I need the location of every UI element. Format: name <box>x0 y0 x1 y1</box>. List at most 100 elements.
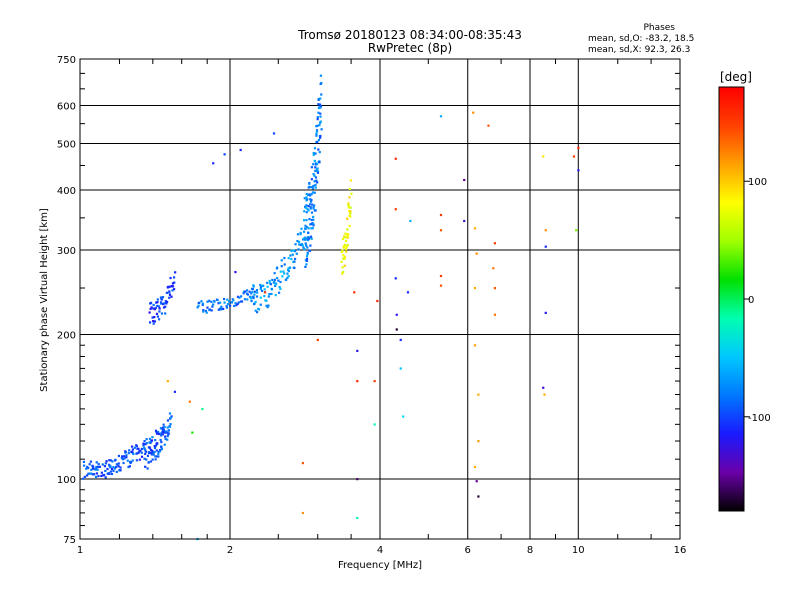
echo-point <box>265 304 268 307</box>
echo-point <box>289 254 292 257</box>
echo-point <box>278 286 281 289</box>
echo-point <box>129 461 132 465</box>
echo-point <box>126 459 129 462</box>
echo-point <box>164 437 167 441</box>
echo-point <box>316 116 319 119</box>
x-tick-label: 6 <box>465 545 471 556</box>
echo-point <box>295 252 298 255</box>
echo-point <box>344 232 347 235</box>
echo-point <box>208 308 211 311</box>
echo-point <box>308 237 311 240</box>
echo-point <box>174 271 177 274</box>
echo-point <box>313 180 316 183</box>
echo-point <box>544 245 547 248</box>
echo-point <box>140 455 144 458</box>
echo-point <box>308 249 312 252</box>
echo-point <box>348 187 351 191</box>
echo-point <box>109 470 112 473</box>
point-layer <box>81 74 580 541</box>
echo-point <box>103 465 107 468</box>
echo-point <box>92 467 95 470</box>
echo-point <box>257 307 260 311</box>
echo-point <box>308 182 311 185</box>
echo-point <box>305 192 308 196</box>
echo-point <box>202 310 205 313</box>
echo-point <box>376 299 379 303</box>
echo-point <box>217 308 220 311</box>
echo-point <box>278 291 281 294</box>
echo-point <box>153 315 156 319</box>
echo-point <box>279 270 282 273</box>
echo-point <box>317 148 320 151</box>
echo-point <box>114 458 117 461</box>
echo-point <box>112 465 115 469</box>
echo-point <box>149 460 153 463</box>
echo-point <box>477 495 480 498</box>
echo-point <box>143 439 146 443</box>
echo-point <box>305 263 308 266</box>
echo-point <box>304 242 307 245</box>
echo-point <box>284 278 287 281</box>
echo-point <box>142 442 145 445</box>
echo-point <box>202 309 205 312</box>
y-tick-label: 300 <box>57 246 76 257</box>
echo-point <box>487 124 490 127</box>
echo-point <box>166 438 169 441</box>
echo-point <box>150 301 153 305</box>
echo-point <box>165 431 169 434</box>
echo-point <box>313 191 316 194</box>
echo-point <box>493 287 497 290</box>
echo-point <box>283 272 286 275</box>
echo-point <box>173 281 176 284</box>
echo-point <box>318 103 322 106</box>
echo-point <box>253 293 256 296</box>
echo-point <box>263 295 266 298</box>
echo-point <box>279 280 282 284</box>
echo-point <box>343 264 346 267</box>
echo-point <box>155 312 159 316</box>
echo-point <box>160 432 163 435</box>
echo-point <box>158 307 161 310</box>
echo-point <box>373 380 376 383</box>
echo-point <box>94 475 98 479</box>
echo-point <box>492 267 495 270</box>
echo-point <box>472 111 475 114</box>
echo-point <box>314 186 317 189</box>
echo-point <box>270 287 273 291</box>
echo-point <box>225 305 228 308</box>
echo-point <box>213 300 216 303</box>
echo-point <box>88 472 91 475</box>
echo-point <box>394 277 397 280</box>
echo-point <box>169 423 172 426</box>
echo-point <box>220 307 223 311</box>
colorbar-tick-label: 0 <box>748 295 754 306</box>
echo-point <box>303 210 306 213</box>
echo-point <box>316 338 319 342</box>
echo-point <box>83 464 86 467</box>
echo-point <box>156 315 160 318</box>
echo-point <box>236 295 240 298</box>
echo-point <box>107 472 110 475</box>
echo-point <box>315 162 319 166</box>
echo-point <box>159 449 162 452</box>
echo-point <box>249 297 253 300</box>
echo-point <box>305 219 308 222</box>
echo-point <box>317 138 320 142</box>
echo-point <box>288 266 292 269</box>
echo-point <box>350 192 353 195</box>
echo-point <box>164 435 167 438</box>
echo-point <box>263 288 266 291</box>
echo-point <box>342 245 346 248</box>
echo-point <box>151 449 154 453</box>
echo-point <box>349 179 352 182</box>
echo-point <box>463 178 466 182</box>
echo-point <box>399 367 402 370</box>
echo-point <box>150 306 153 309</box>
echo-point <box>85 467 88 470</box>
echo-point <box>124 451 127 454</box>
echo-point <box>100 474 103 478</box>
echo-point <box>395 328 398 331</box>
echo-point <box>168 425 171 428</box>
echo-point <box>316 167 319 170</box>
echo-point <box>201 302 205 305</box>
